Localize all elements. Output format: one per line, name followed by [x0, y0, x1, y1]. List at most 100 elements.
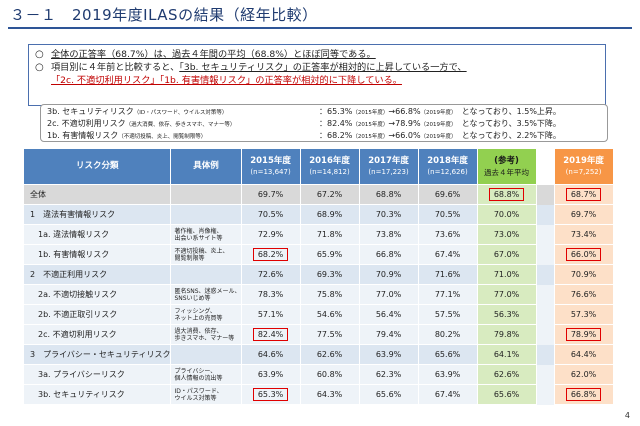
highlight-box: 66.0%	[565, 248, 602, 261]
table-cell: 68.8%	[358, 184, 419, 205]
table-cell: 70.0%	[476, 204, 537, 225]
table-row: 2b. 不適正取引リスク フィッシング、 ネット上の売買等 57.1% 54.6% 56.…	[22, 304, 614, 325]
table-cell: 56.4%	[358, 304, 419, 325]
table-cell: 69.7%	[553, 204, 614, 225]
details-box: 3b. セキュリティリスク（ID・パスワード、ウイルス対策等） ：65.3%（2…	[40, 104, 608, 142]
table-cell: 66.8%	[358, 244, 419, 265]
table-cell: 67.2%	[299, 184, 360, 205]
table-cell: 68.8%	[476, 184, 537, 205]
row-category: 1 違法有害情報リスク	[22, 204, 172, 225]
table-cell: 68.9%	[299, 204, 360, 225]
table-header-row: リスク分類 具体例 2015年度 (n=13,647) 2016年度 (n=14,8…	[22, 148, 614, 185]
table-cell: 57.5%	[417, 304, 478, 325]
row-category: 3a. プライバシーリスク	[22, 364, 172, 385]
table-cell: 68.7%	[553, 184, 614, 205]
table-cell: 66.8%	[553, 384, 614, 405]
table-cell: 69.6%	[417, 184, 478, 205]
row-category: 1a. 違法情報リスク	[22, 224, 172, 245]
table-row: 2c. 不適切利用リスク 過大消費、依存、 歩きスマホ、マナー等 82.4% 77.5%…	[22, 324, 614, 345]
table-row: 1a. 違法情報リスク 著作権、肖像権、 出会い系サイト等 72.9% 71.8% 73.…	[22, 224, 614, 245]
row-category: 2a. 不適切接触リスク	[22, 284, 172, 305]
table-cell: 65.6%	[358, 384, 419, 405]
table-cell: 77.1%	[417, 284, 478, 305]
table-cell: 57.3%	[553, 304, 614, 325]
table-cell: 70.3%	[358, 204, 419, 225]
table-cell: 73.4%	[553, 224, 614, 245]
table-cell: 72.6%	[240, 264, 301, 285]
highlight-box: 68.7%	[565, 188, 602, 201]
results-table: リスク分類 具体例 2015年度 (n=13,647) 2016年度 (n=14,8…	[22, 148, 614, 405]
row-category: 3b. セキュリティリスク	[22, 384, 172, 405]
table-cell: 71.6%	[417, 264, 478, 285]
summary-box: ○ 全体の正答率（68.7%）は、過去４年間の平均（68.8%）とほぼ同等である。…	[28, 44, 606, 106]
table-cell: 66.0%	[553, 244, 614, 265]
table-cell: 71.0%	[476, 264, 537, 285]
bullet-icon: ○	[35, 62, 44, 73]
table-cell: 63.9%	[417, 364, 478, 385]
table-cell: 62.6%	[299, 344, 360, 365]
row-example: 不適切投稿、炎上、 閲覧制限等	[170, 244, 242, 265]
table-cell: 73.0%	[476, 224, 537, 245]
table-row: 全体 69.7% 67.2% 68.8% 69.6% 68.8% 68.7%	[22, 184, 614, 205]
table-row: 2 不適正利用リスク 72.6% 69.3% 70.9% 71.6% 71.0% 70.9%	[22, 264, 614, 285]
table-cell: 71.8%	[299, 224, 360, 245]
header-2017: 2017年度 (n=17,223)	[358, 148, 419, 185]
header-2018: 2018年度 (n=12,626)	[417, 148, 478, 185]
row-category: 2 不適正利用リスク	[22, 264, 172, 285]
row-example	[170, 344, 242, 365]
title-divider	[8, 27, 632, 29]
table-row: 3 プライバシー・セキュリティリスク 64.6% 62.6% 63.9% 65.6% 64…	[22, 344, 614, 365]
table-cell: 62.6%	[476, 364, 537, 385]
table-cell: 78.9%	[553, 324, 614, 345]
table-cell: 73.6%	[417, 224, 478, 245]
page-number: 4	[624, 411, 630, 420]
table-cell: 70.9%	[553, 264, 614, 285]
table-cell: 80.2%	[417, 324, 478, 345]
table-row: 3b. セキュリティリスク ID・パスワード、 ウイルス対策等 65.3% 64.3% 6…	[22, 384, 614, 405]
row-example: フィッシング、 ネット上の売買等	[170, 304, 242, 325]
highlight-box: 66.8%	[565, 388, 602, 401]
highlight-box: 68.8%	[488, 188, 525, 201]
row-example	[170, 184, 242, 205]
table-cell: 67.4%	[417, 384, 478, 405]
row-example	[170, 264, 242, 285]
table-cell: 67.4%	[417, 244, 478, 265]
table-cell: 62.3%	[358, 364, 419, 385]
row-example: ID・パスワード、 ウイルス対策等	[170, 384, 242, 405]
row-category: 2b. 不適正取引リスク	[22, 304, 172, 325]
table-row: 1 違法有害情報リスク 70.5% 68.9% 70.3% 70.5% 70.0% 69.7…	[22, 204, 614, 225]
table-cell: 77.0%	[358, 284, 419, 305]
summary-line-3: 「2c. 不適切利用リスク」「1b. 有害情報リスク」の正答率が相対的に下降して…	[51, 75, 402, 86]
table-cell: 70.5%	[417, 204, 478, 225]
row-category: 1b. 有害情報リスク	[22, 244, 172, 265]
table-cell: 77.0%	[476, 284, 537, 305]
table-cell: 64.3%	[299, 384, 360, 405]
table-cell: 70.5%	[240, 204, 301, 225]
table-cell: 79.8%	[476, 324, 537, 345]
table-cell: 60.8%	[299, 364, 360, 385]
highlight-box: 78.9%	[565, 328, 602, 341]
highlight-box: 82.4%	[252, 328, 289, 341]
table-cell: 64.6%	[240, 344, 301, 365]
header-example: 具体例	[170, 148, 242, 185]
table-cell: 56.3%	[476, 304, 537, 325]
highlight-box: 68.2%	[252, 248, 289, 261]
summary-line-1: ○ 全体の正答率（68.7%）は、過去４年間の平均（68.8%）とほぼ同等である。	[35, 49, 376, 60]
detail-line: 3b. セキュリティリスク（ID・パスワード、ウイルス対策等） ：65.3%（2…	[47, 107, 561, 116]
table-row: 3a. プライバシーリスク プライバシー、 個人情報の流出等 63.9% 60.8% 62…	[22, 364, 614, 385]
table-cell: 82.4%	[240, 324, 301, 345]
table-cell: 64.4%	[553, 344, 614, 365]
table-cell: 65.6%	[476, 384, 537, 405]
header-category: リスク分類	[22, 148, 172, 185]
detail-line: 1b. 有害情報リスク（不適切投稿、炎上、閲覧制限等） ：68.2%（2015年…	[47, 131, 561, 140]
table-cell: 57.1%	[240, 304, 301, 325]
table-row: 1b. 有害情報リスク 不適切投稿、炎上、 閲覧制限等 68.2% 65.9% 66.8%…	[22, 244, 614, 265]
table-cell: 65.3%	[240, 384, 301, 405]
row-example: 匿名SNS、迷惑メール、 SNSいじめ等	[170, 284, 242, 305]
header-2015: 2015年度 (n=13,647)	[240, 148, 301, 185]
row-category: 全体	[22, 184, 172, 205]
row-category: 2c. 不適切利用リスク	[22, 324, 172, 345]
table-cell: 63.9%	[240, 364, 301, 385]
table-cell: 76.6%	[553, 284, 614, 305]
table-cell: 72.9%	[240, 224, 301, 245]
